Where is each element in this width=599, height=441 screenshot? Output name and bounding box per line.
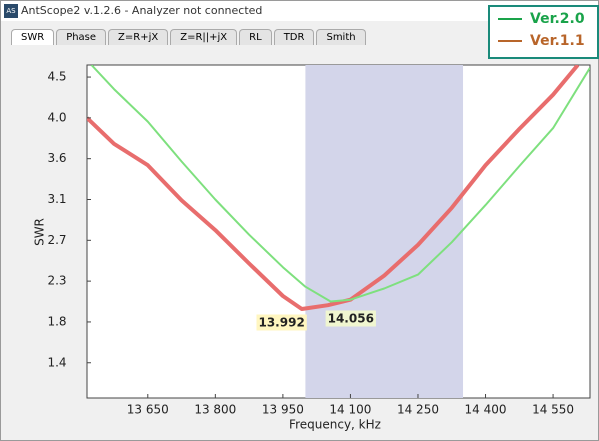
x-tick-label: 13 800 <box>194 403 236 417</box>
annotation: 14.056 <box>328 312 374 326</box>
frequency-band <box>305 65 464 398</box>
x-tick-label: 14 100 <box>329 403 371 417</box>
tab[interactable]: Smith <box>316 29 366 45</box>
y-tick-label: 1.4 <box>47 355 66 369</box>
y-tick-label: 4.0 <box>47 110 66 124</box>
app-icon: AS <box>4 4 18 18</box>
tab[interactable]: Phase <box>56 29 107 45</box>
x-axis-label: Frequency, kHz <box>289 418 381 432</box>
y-tick-label: 3.1 <box>47 192 66 206</box>
y-tick-label: 2.7 <box>47 233 66 247</box>
y-tick-label: 4.5 <box>47 70 66 84</box>
tab-bar: SWR Phase Z=R+jX Z=R||+jX RL TDR Smith <box>11 29 368 45</box>
y-tick-label: 3.6 <box>47 151 66 165</box>
x-tick-label: 14 550 <box>532 403 574 417</box>
x-tick-label: 13 950 <box>262 403 304 417</box>
tab[interactable]: TDR <box>273 29 315 45</box>
series-line <box>87 65 580 311</box>
x-tick-label: 14 400 <box>465 403 507 417</box>
tab[interactable]: Z=R+jX <box>108 29 169 45</box>
x-tick-label: 13 650 <box>127 403 169 417</box>
x-tick-label: 14 250 <box>397 403 439 417</box>
annotation: 13.992 <box>258 316 304 330</box>
legend-line <box>498 40 522 42</box>
legend: Ver.2.0 Ver.1.1 <box>488 5 599 59</box>
y-tick-label: 1.8 <box>47 314 66 328</box>
legend-label: Ver.1.1 <box>530 33 585 49</box>
tab[interactable]: SWR <box>11 29 55 45</box>
tab[interactable]: RL <box>239 29 272 45</box>
annotation-bg <box>256 314 307 331</box>
legend-entry: Ver.1.1 <box>498 33 585 49</box>
tab[interactable]: Z=R||+jX <box>170 29 238 45</box>
annotation-bg <box>325 310 376 327</box>
title-bar: AS AntScope2 v.1.2.6 - Analyzer not conn… <box>1 1 598 21</box>
y-tick-label: 2.3 <box>47 274 66 288</box>
legend-line <box>498 18 522 20</box>
window-title: AntScope2 v.1.2.6 - Analyzer not connect… <box>21 4 263 17</box>
series-line <box>90 65 590 303</box>
y-axis-label: SWR <box>33 218 47 246</box>
legend-label: Ver.2.0 <box>530 11 585 27</box>
legend-entry: Ver.2.0 <box>498 11 585 27</box>
